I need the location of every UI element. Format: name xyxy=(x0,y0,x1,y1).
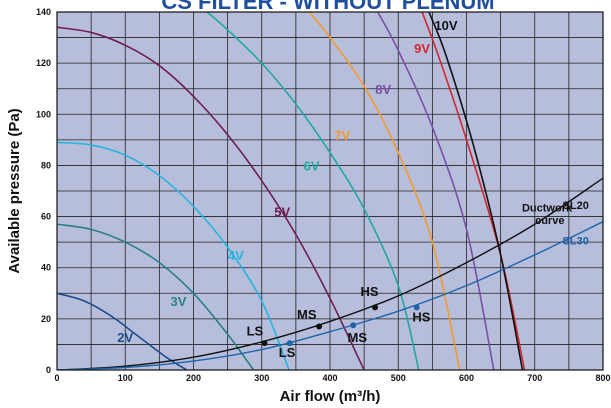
y-tick-label: 60 xyxy=(41,212,51,222)
operating-point-hs xyxy=(413,304,420,311)
annotation-label: curve xyxy=(535,215,564,227)
operating-point-label: MS xyxy=(348,330,368,345)
series-label-6v: 6V xyxy=(304,159,320,174)
series-line-3v xyxy=(57,223,255,370)
y-tick-label: 0 xyxy=(46,365,51,375)
x-axis-label: Air flow (m³/h) xyxy=(280,388,381,405)
x-tick-label: 600 xyxy=(459,373,474,383)
y-tick-label: 140 xyxy=(36,7,51,17)
operating-point-hs xyxy=(372,304,379,311)
system-curve-label-sl20: SL20 xyxy=(563,200,589,212)
curves-group xyxy=(57,12,603,370)
chart-title: CS FILTER - WITHOUT PLENUM xyxy=(161,0,494,14)
x-tick-label: 700 xyxy=(527,373,542,383)
y-tick-label: 80 xyxy=(41,160,51,170)
series-line-7v xyxy=(308,12,461,370)
series-line-5v xyxy=(57,26,365,370)
system-curve-sl20 xyxy=(57,177,603,370)
system-curve-sl30 xyxy=(57,221,603,370)
x-tick-label: 400 xyxy=(322,373,337,383)
series-line-2v xyxy=(57,292,188,370)
operating-point-ls xyxy=(261,340,268,347)
x-tick-label: 100 xyxy=(118,373,133,383)
operating-point-ls xyxy=(286,340,293,347)
annotation-label: Ductwork xyxy=(522,202,573,214)
operating-point-ms xyxy=(316,323,323,330)
series-line-4v xyxy=(57,141,290,370)
series-label-5v: 5V xyxy=(274,205,290,220)
y-tick-label: 40 xyxy=(41,263,51,273)
series-line-8v xyxy=(377,12,495,370)
x-tick-label: 800 xyxy=(595,373,610,383)
operating-point-label: LS xyxy=(279,345,296,360)
series-label-8v: 8V xyxy=(375,82,391,97)
y-tick-label: 20 xyxy=(41,314,51,324)
y-tick-label: 100 xyxy=(36,109,51,119)
series-label-10v: 10V xyxy=(434,18,457,33)
x-tick-label: 300 xyxy=(254,373,269,383)
series-line-9v xyxy=(421,12,526,370)
series-label-4v: 4V xyxy=(228,248,244,263)
series-label-9v: 9V xyxy=(414,41,430,56)
x-tick-label: 500 xyxy=(391,373,406,383)
operating-point-label: MS xyxy=(297,307,317,322)
system-curve-label-sl30: SL30 xyxy=(563,236,589,248)
operating-point-ms xyxy=(350,322,357,329)
series-label-3v: 3V xyxy=(171,294,187,309)
plot-border xyxy=(56,11,604,371)
operating-point-label: HS xyxy=(361,284,379,299)
operating-point-label: HS xyxy=(412,309,430,324)
x-tick-label: 0 xyxy=(54,373,59,383)
y-axis-label: Available pressure (Pa) xyxy=(6,108,23,273)
series-line-10v xyxy=(428,12,524,370)
series-line-6v xyxy=(206,12,420,370)
x-tick-label: 200 xyxy=(186,373,201,383)
series-label-7v: 7V xyxy=(334,128,350,143)
operating-point-label: LS xyxy=(247,323,264,338)
series-label-2v: 2V xyxy=(117,330,133,345)
y-tick-label: 120 xyxy=(36,58,51,68)
